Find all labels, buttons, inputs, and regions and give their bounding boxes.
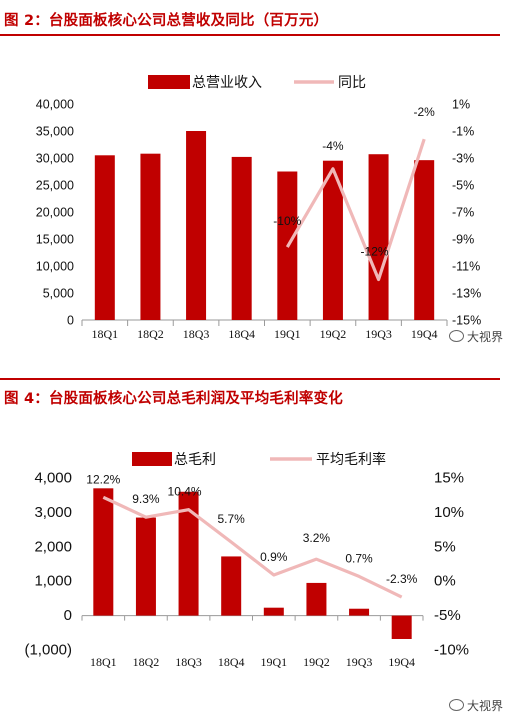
chart2-line-data-label: 0.9% bbox=[260, 550, 288, 564]
chart2-legend-bar-swatch bbox=[132, 452, 172, 466]
chart1-bar-18Q4 bbox=[231, 156, 252, 320]
chart2-bar-18Q4 bbox=[221, 556, 242, 616]
chart1-right-tick-label: -7% bbox=[452, 206, 474, 220]
chart2-x-tick-label: 19Q3 bbox=[346, 655, 373, 669]
chart2-line-data-label: -2.3% bbox=[386, 572, 418, 586]
chart2-line-data-label: 3.2% bbox=[303, 531, 331, 545]
chart1-line-data-label: -10% bbox=[273, 214, 301, 228]
chart2-x-tick-label: 19Q1 bbox=[260, 655, 287, 669]
chart1-legend-bar-label: 总营业收入 bbox=[192, 75, 262, 91]
chart1-x-tick-label: 19Q4 bbox=[411, 327, 438, 341]
chart2-right-tick-label: -5% bbox=[434, 607, 461, 624]
chart2-title: 图 4：台股面板核心公司总毛利润及平均毛利率变化 bbox=[4, 391, 343, 407]
chart2-left-tick-label: 1,000 bbox=[34, 573, 72, 590]
chart1-line-data-label: -12% bbox=[361, 245, 389, 259]
chart2-right-tick-label: 15% bbox=[434, 470, 464, 487]
chart1-left-tick-label: 5,000 bbox=[43, 287, 74, 301]
chart1-legend-line-label: 同比 bbox=[338, 75, 366, 91]
chart2-bar-19Q1 bbox=[263, 607, 284, 616]
watermark-text-2: 大视界 bbox=[467, 699, 504, 713]
chart2-line-data-label: 0.7% bbox=[345, 551, 373, 565]
chart1-left-tick-label: 25,000 bbox=[36, 179, 74, 193]
chart1-line-series bbox=[285, 138, 426, 282]
wechat-icon bbox=[449, 699, 464, 711]
chart1-x-tick-label: 19Q1 bbox=[274, 327, 301, 341]
chart2-line-data-label: 9.3% bbox=[132, 492, 160, 506]
chart2-line-data-label: 10.4% bbox=[168, 485, 202, 499]
chart2-left-tick-label: 2,000 bbox=[34, 538, 72, 555]
watermark-2: 大视界 bbox=[449, 697, 503, 714]
chart2-left-tick-label: 4,000 bbox=[34, 470, 72, 487]
chart1-left-tick-label: 10,000 bbox=[36, 260, 74, 274]
chart1-left-tick-label: 0 bbox=[67, 314, 74, 328]
chart2-right-tick-label: 5% bbox=[434, 538, 456, 555]
chart1-x-tick-label: 19Q2 bbox=[320, 327, 347, 341]
chart2-x-tick-label: 18Q4 bbox=[218, 655, 245, 669]
chart1-x-tick-label: 18Q2 bbox=[137, 327, 164, 341]
chart2-top-rule bbox=[0, 378, 500, 380]
chart2-legend-bar-label: 总毛利 bbox=[174, 452, 216, 468]
chart1-right-tick-label: -5% bbox=[452, 179, 474, 193]
chart1-right-tick-label: -1% bbox=[452, 125, 474, 139]
chart1-bar-19Q3 bbox=[368, 154, 389, 320]
chart1-left-tick-label: 30,000 bbox=[36, 152, 74, 166]
chart1-right-tick-label: -15% bbox=[452, 314, 481, 328]
chart2-bar-19Q2 bbox=[306, 582, 327, 616]
chart2-x-tick-label: 18Q2 bbox=[133, 655, 160, 669]
chart1-x-tick-label: 18Q4 bbox=[228, 327, 255, 341]
chart2-x-tick-label: 18Q1 bbox=[90, 655, 117, 669]
chart2-bar-18Q1 bbox=[93, 488, 114, 616]
chart2-left-tick-label: 3,000 bbox=[34, 504, 72, 521]
chart2-line-data-label: 5.7% bbox=[218, 512, 246, 526]
chart1-legend-bar-swatch bbox=[148, 75, 190, 89]
chart1-bar-19Q2 bbox=[322, 160, 343, 320]
chart2-left-tick-label: 0 bbox=[64, 607, 72, 624]
chart2-right-tick-label: -10% bbox=[434, 642, 469, 659]
chart2-right-tick-label: 0% bbox=[434, 573, 456, 590]
chart1-title-rule bbox=[0, 34, 500, 36]
chart2-bar-19Q3 bbox=[349, 608, 370, 616]
chart1-revenue-yoy: 0 5,000 10,000 15,000 20,000 25,000 30,000 35,0… bbox=[36, 75, 481, 341]
chart2-line-data-label: 12.2% bbox=[86, 472, 120, 486]
chart2-x-tick-label: 19Q2 bbox=[303, 655, 330, 669]
chart1-right-tick-label: -9% bbox=[452, 233, 474, 247]
watermark-text-1: 大视界 bbox=[467, 330, 504, 344]
chart1-title: 图 2：台股面板核心公司总营收及同比（百万元） bbox=[4, 13, 329, 29]
chart1-bar-18Q3 bbox=[186, 131, 207, 320]
chart2-x-tick-label: 19Q4 bbox=[388, 655, 415, 669]
chart2-bar-18Q2 bbox=[135, 517, 156, 616]
chart2-line-series bbox=[102, 495, 403, 599]
chart2-left-tick-label: (1,000) bbox=[24, 642, 72, 659]
chart1-bar-18Q1 bbox=[94, 155, 115, 320]
chart2-right-tick-label: 10% bbox=[434, 504, 464, 521]
chart1-right-tick-label: -13% bbox=[452, 287, 481, 301]
chart1-right-tick-label: -3% bbox=[452, 152, 474, 166]
chart1-left-tick-label: 15,000 bbox=[36, 233, 74, 247]
chart2-x-tick-label: 18Q3 bbox=[175, 655, 202, 669]
chart1-bar-19Q4 bbox=[414, 160, 435, 320]
chart1-x-tick-label: 19Q3 bbox=[365, 327, 392, 341]
chart1-right-tick-label: -11% bbox=[452, 260, 480, 274]
wechat-icon bbox=[449, 330, 464, 342]
chart1-right-tick-label: 1% bbox=[452, 98, 470, 112]
chart1-x-tick-label: 18Q3 bbox=[183, 327, 210, 341]
chart2-bar-19Q4 bbox=[391, 615, 412, 639]
chart1-line-data-label: -4% bbox=[322, 139, 344, 153]
chart1-left-tick-label: 40,000 bbox=[36, 98, 74, 112]
chart1-bar-18Q2 bbox=[140, 153, 161, 320]
chart1-left-tick-label: 35,000 bbox=[36, 125, 74, 139]
chart1-line-data-label: -2% bbox=[414, 105, 436, 119]
chart2-gross-profit-margin: (1,000) 0 1,000 2,000 3,000 4,000 -10% -5% 0% 5% 1… bbox=[24, 451, 469, 669]
chart2-legend-line-label: 平均毛利率 bbox=[316, 451, 386, 468]
chart2-bar-18Q3 bbox=[178, 491, 199, 616]
watermark-1: 大视界 bbox=[449, 328, 503, 345]
chart1-x-tick-label: 18Q1 bbox=[91, 327, 118, 341]
chart1-left-tick-label: 20,000 bbox=[36, 206, 74, 220]
